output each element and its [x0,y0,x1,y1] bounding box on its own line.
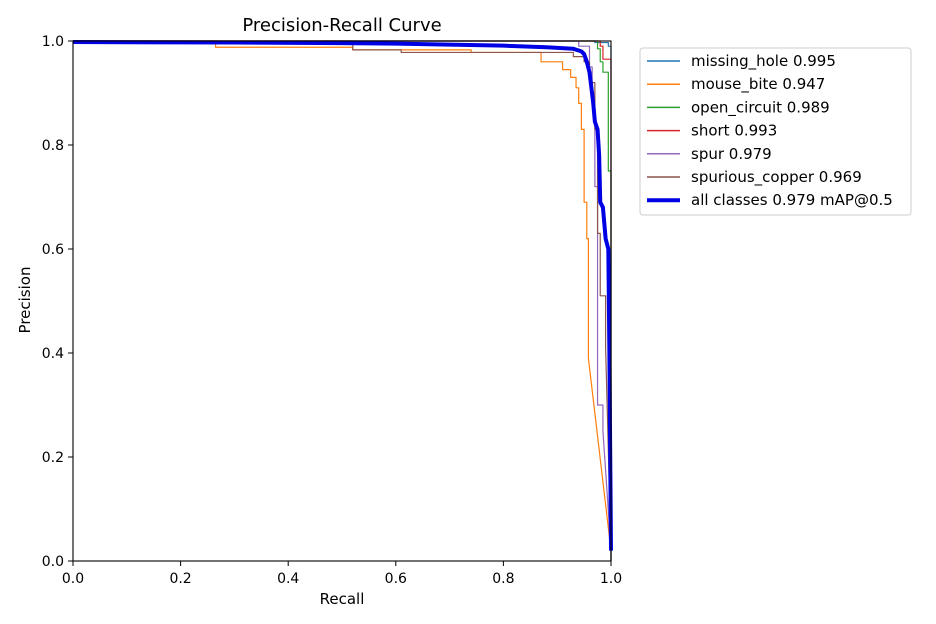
legend-label: mouse_bite 0.947 [691,75,825,94]
legend-label: spur 0.979 [691,145,772,163]
series-line-5 [73,40,612,551]
series-line-6 [72,40,613,551]
x-tick-label: 0.0 [62,571,84,587]
legend-label: open_circuit 0.989 [691,98,830,117]
series-line-4 [73,40,612,551]
y-tick-label: 0.4 [42,346,64,362]
x-axis-ticks: 0.0 0.2 0.4 0.6 0.8 1.0 [62,561,622,587]
y-tick-label: 1.0 [42,34,64,50]
series-line-0 [73,40,612,561]
y-tick-label: 0.6 [42,242,64,258]
legend-label: missing_hole 0.995 [691,52,836,71]
chart-title: Precision-Recall Curve [242,15,441,36]
y-tick-label: 0.0 [42,554,64,570]
legend-label: short 0.993 [691,122,777,140]
legend-label: all classes 0.979 mAP@0.5 [691,191,893,209]
legend-label: spurious_copper 0.969 [691,168,862,187]
y-tick-label: 0.2 [42,450,64,466]
series-line-3 [73,40,612,561]
legend-box [639,47,912,216]
x-tick-label: 0.6 [385,571,407,587]
x-tick-label: 0.8 [492,571,514,587]
x-tick-label: 0.2 [169,571,191,587]
plot-area [72,40,613,561]
series-line-1 [73,40,612,551]
y-axis-label: Precision [16,267,34,334]
y-tick-label: 0.8 [42,138,64,154]
x-axis-label: Recall [320,590,365,608]
x-tick-label: 1.0 [600,571,622,587]
plot-frame [72,40,612,562]
x-tick-label: 0.4 [277,571,299,587]
y-axis-ticks: 0.0 0.2 0.4 0.6 0.8 1.0 [42,34,73,570]
legend: missing_hole 0.995 mouse_bite 0.947 open_c… [639,47,912,216]
series-line-2 [73,40,612,561]
